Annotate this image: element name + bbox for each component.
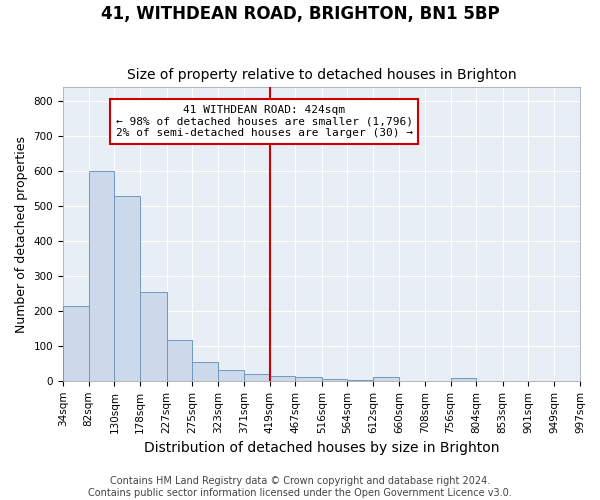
Bar (451, 378, 476, 381)
Text: 41, WITHDEAN ROAD, BRIGHTON, BN1 5BP: 41, WITHDEAN ROAD, BRIGHTON, BN1 5BP (101, 5, 499, 23)
Bar (269, 376, 295, 381)
Bar (218, 370, 244, 381)
Title: Size of property relative to detached houses in Brighton: Size of property relative to detached ho… (127, 68, 516, 82)
Bar (373, 378, 399, 381)
Bar (167, 340, 193, 381)
Text: Contains HM Land Registry data © Crown copyright and database right 2024.
Contai: Contains HM Land Registry data © Crown c… (88, 476, 512, 498)
X-axis label: Distribution of detached houses by size in Brighton: Distribution of detached houses by size … (144, 441, 499, 455)
Bar (63, 306, 89, 381)
Bar (193, 362, 218, 381)
Bar (295, 378, 322, 381)
Bar (140, 292, 167, 381)
Bar (322, 379, 347, 381)
Bar (347, 380, 373, 381)
Y-axis label: Number of detached properties: Number of detached properties (15, 136, 28, 332)
Bar (244, 374, 269, 381)
Text: 41 WITHDEAN ROAD: 424sqm
← 98% of detached houses are smaller (1,796)
2% of semi: 41 WITHDEAN ROAD: 424sqm ← 98% of detach… (116, 105, 413, 138)
Bar (89, 171, 115, 381)
Bar (115, 196, 140, 381)
